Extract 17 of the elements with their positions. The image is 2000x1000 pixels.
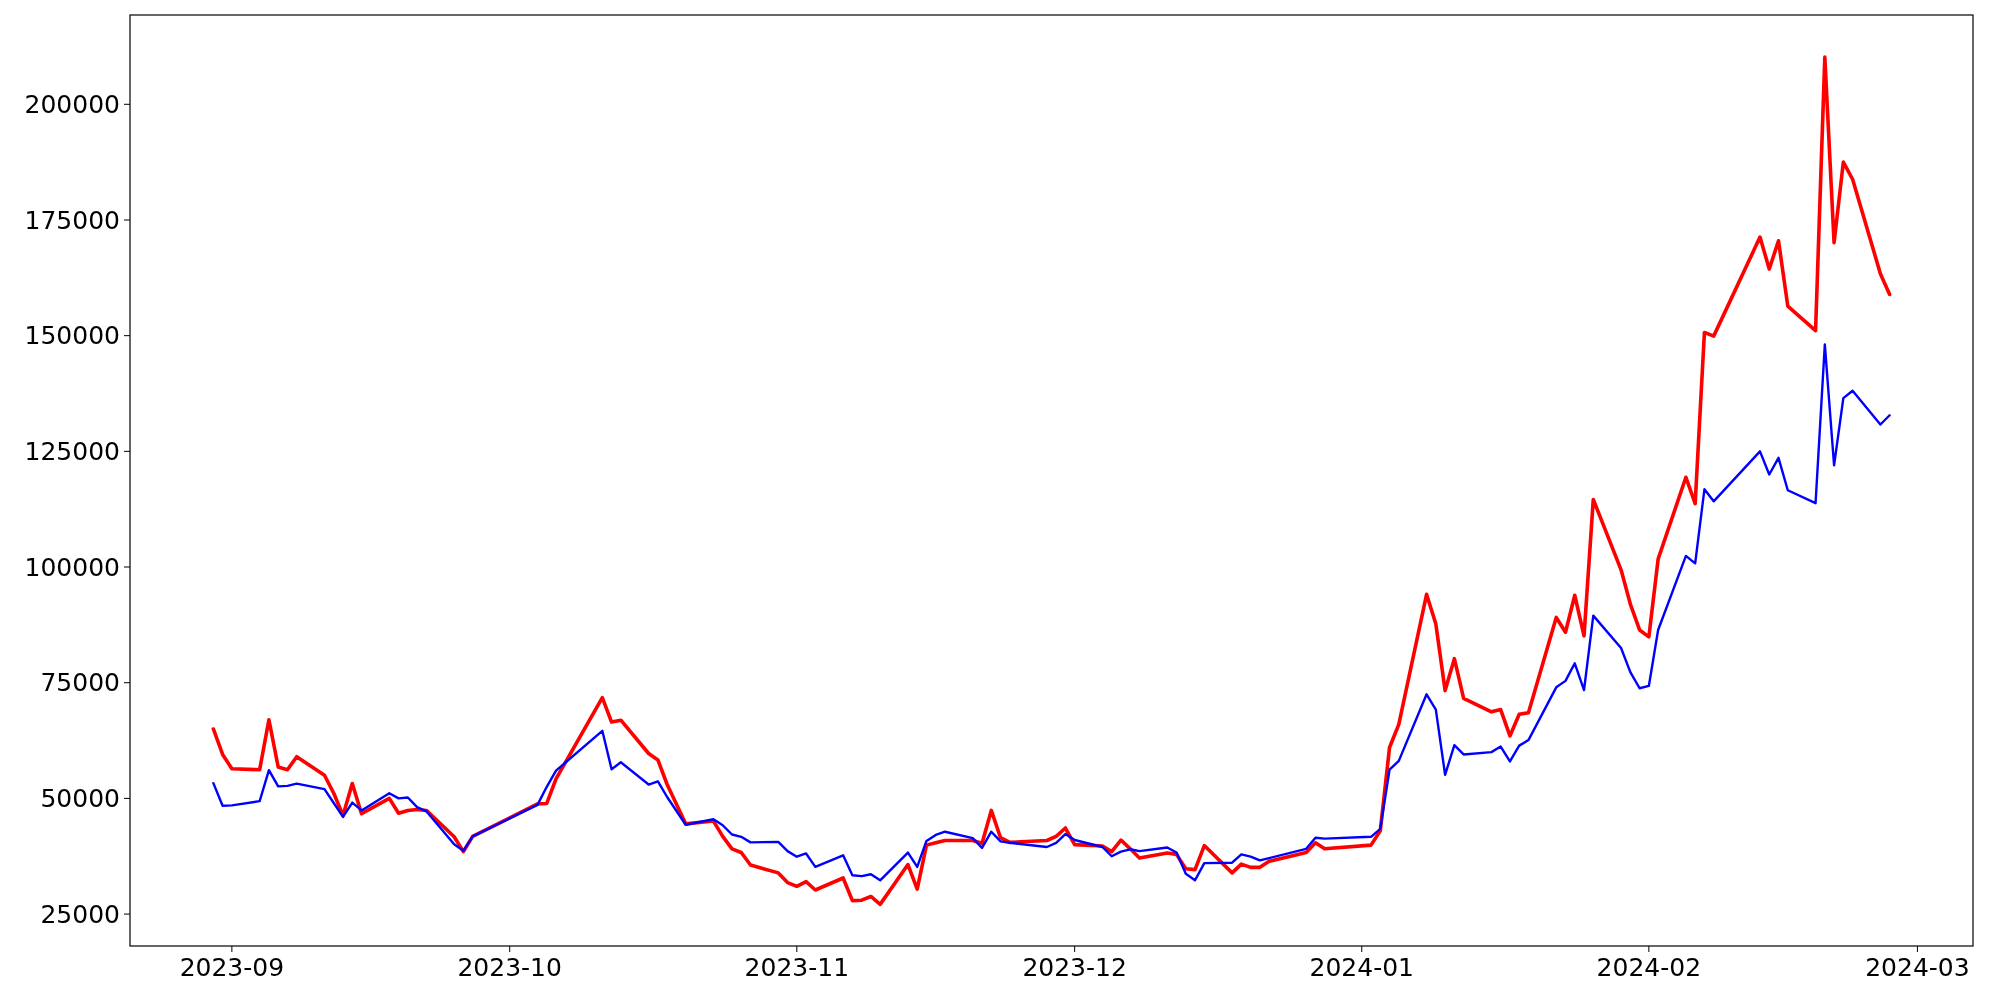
line-series bbox=[211, 55, 1892, 907]
y-tick-label: 75000 bbox=[40, 668, 120, 698]
line-series bbox=[212, 343, 1891, 882]
x-tick-label: 2023-10 bbox=[457, 953, 562, 982]
y-tick-label: 50000 bbox=[40, 784, 120, 814]
x-tick-label: 2023-09 bbox=[179, 953, 285, 982]
x-tick-label: 2023-12 bbox=[1022, 953, 1127, 982]
y-tick-label: 125000 bbox=[24, 437, 120, 467]
y-tick-label: 175000 bbox=[24, 205, 120, 235]
y-tick-label: 200000 bbox=[24, 90, 120, 120]
y-tick-label: 100000 bbox=[24, 552, 120, 582]
y-tick-label: 150000 bbox=[24, 321, 120, 351]
x-tick-label: 2024-01 bbox=[1309, 953, 1414, 982]
y-tick-label: 25000 bbox=[40, 899, 120, 929]
x-tick-label: 2024-02 bbox=[1596, 953, 1702, 982]
x-tick-label: 2023-11 bbox=[744, 953, 850, 982]
x-tick-label: 2024-03 bbox=[1865, 953, 1970, 982]
